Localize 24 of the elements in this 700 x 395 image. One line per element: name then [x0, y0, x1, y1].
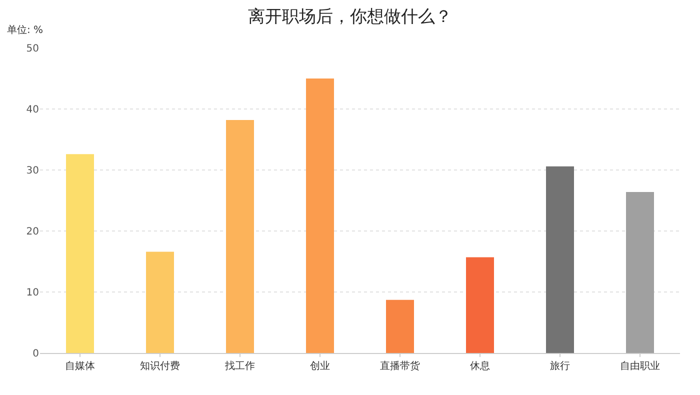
x-tick-label: 旅行 [550, 360, 570, 372]
x-tick-label: 休息 [470, 360, 490, 372]
bar [66, 154, 94, 353]
y-tick-label: 30 [26, 166, 39, 176]
x-tick-label: 知识付费 [140, 360, 180, 372]
bar [466, 257, 494, 353]
bar [226, 120, 254, 353]
bar [626, 192, 654, 353]
bar [306, 78, 334, 353]
bar [146, 252, 174, 353]
y-tick-label: 40 [26, 104, 39, 116]
x-tick-label: 找工作 [224, 360, 255, 372]
x-tick-label: 创业 [310, 360, 330, 372]
y-tick-label: 50 [26, 44, 39, 54]
y-axis-title: 单位: % [7, 24, 44, 36]
x-tick-label: 自由职业 [620, 360, 660, 372]
x-tick-label: 直播带货 [380, 360, 420, 372]
y-tick-label: 0 [32, 348, 39, 360]
y-tick-label: 20 [26, 226, 39, 238]
y-tick-label: 10 [26, 288, 39, 298]
x-tick-label: 自媒体 [65, 360, 95, 372]
chart-title: 离开职场后，你想做什么？ [248, 6, 452, 27]
bar [386, 300, 414, 353]
bar [546, 166, 574, 353]
